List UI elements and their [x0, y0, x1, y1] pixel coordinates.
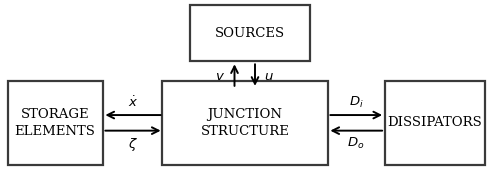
Text: $D_i$: $D_i$ [348, 95, 364, 110]
Bar [385, 81, 485, 165]
Bar [190, 5, 310, 61]
Bar [162, 81, 328, 165]
Text: $D_o$: $D_o$ [348, 136, 364, 151]
Text: $u$: $u$ [264, 70, 274, 82]
Text: JUNCTION
STRUCTURE: JUNCTION STRUCTURE [200, 108, 290, 138]
Text: $\dot{x}$: $\dot{x}$ [128, 96, 138, 110]
Text: SOURCES: SOURCES [215, 27, 285, 40]
Text: STORAGE
ELEMENTS: STORAGE ELEMENTS [14, 108, 96, 138]
Text: $v$: $v$ [215, 70, 225, 82]
Bar [8, 81, 102, 165]
Text: $\zeta$: $\zeta$ [128, 136, 138, 152]
Text: DISSIPATORS: DISSIPATORS [388, 116, 482, 129]
